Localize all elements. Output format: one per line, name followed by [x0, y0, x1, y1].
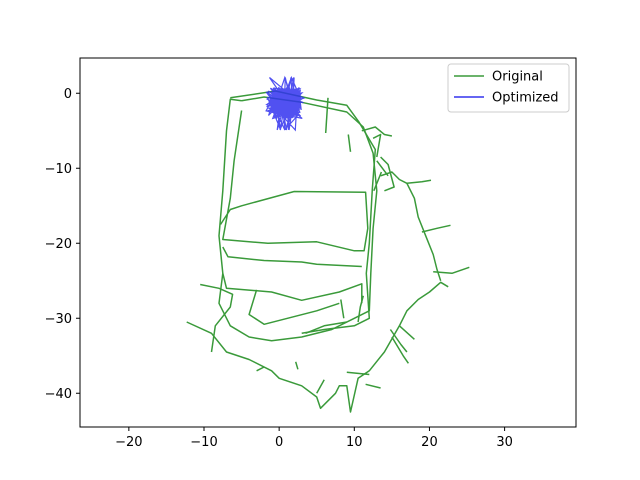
original-trajectory-segment-11 — [340, 299, 345, 319]
optimized-trajectory — [265, 75, 306, 132]
y-tick-label: 0 — [64, 87, 72, 102]
original-trajectory-segment-15 — [346, 371, 370, 376]
original-trajectory-segment-24 — [361, 126, 393, 137]
series-layer — [186, 75, 470, 413]
x-tick-label: 20 — [421, 435, 438, 450]
original-trajectory-segment-16 — [365, 383, 381, 389]
y-tick-label: −40 — [45, 387, 72, 402]
axes-frame — [79, 57, 577, 428]
original-trajectory-segment-4 — [219, 110, 369, 252]
legend-label-original: Original — [492, 70, 543, 85]
y-tick-label: −30 — [45, 312, 72, 327]
original-trajectory-segment-5 — [222, 246, 362, 268]
original-trajectory-segment-8 — [186, 281, 449, 413]
x-tick-label: 10 — [346, 435, 363, 450]
original-trajectory-segment-25 — [380, 171, 432, 185]
original-trajectory-segment-26 — [406, 182, 442, 282]
x-tick-label: 0 — [275, 435, 283, 450]
original-trajectory-segment-3 — [347, 134, 352, 152]
x-tick-label: 30 — [496, 435, 513, 450]
original-trajectory-segment-12 — [357, 295, 365, 323]
original-trajectory-segment-28 — [433, 266, 470, 275]
original-trajectory-segment-10 — [305, 321, 347, 334]
original-trajectory-segment-20 — [398, 325, 415, 340]
y-tick-label: −20 — [45, 237, 72, 252]
plot-area — [186, 75, 470, 413]
axes-ticks: −20 −10 0 10 20 30 0 −10 −20 −30 −40 — [45, 57, 577, 450]
original-trajectory-segment-6 — [222, 273, 363, 304]
original-trajectory-segment-1 — [230, 90, 377, 335]
original-trajectory-segment-21 — [380, 156, 395, 192]
x-tick-label: −10 — [190, 435, 217, 450]
original-trajectory-segment-29 — [373, 171, 383, 192]
x-tick-label: −20 — [115, 435, 142, 450]
original-trajectory-segment-17 — [316, 379, 325, 394]
legend: Original Optimized — [447, 63, 570, 113]
original-trajectory-segment-0 — [218, 96, 378, 342]
original-trajectory-segment-9 — [248, 289, 340, 326]
original-trajectory-segment-23 — [372, 133, 382, 158]
original-trajectory-segment-7 — [200, 283, 234, 353]
original-trajectory-segment-27 — [421, 224, 451, 233]
original-trajectory-segment-2 — [324, 97, 329, 134]
legend-label-optimized: Optimized — [492, 91, 559, 106]
original-trajectory-segment-18 — [389, 329, 408, 353]
original-trajectory-segment-13 — [256, 366, 265, 372]
original-trajectory-segment-19 — [391, 336, 410, 364]
original-trajectory-segment-14 — [294, 361, 299, 370]
y-tick-label: −10 — [45, 162, 72, 177]
